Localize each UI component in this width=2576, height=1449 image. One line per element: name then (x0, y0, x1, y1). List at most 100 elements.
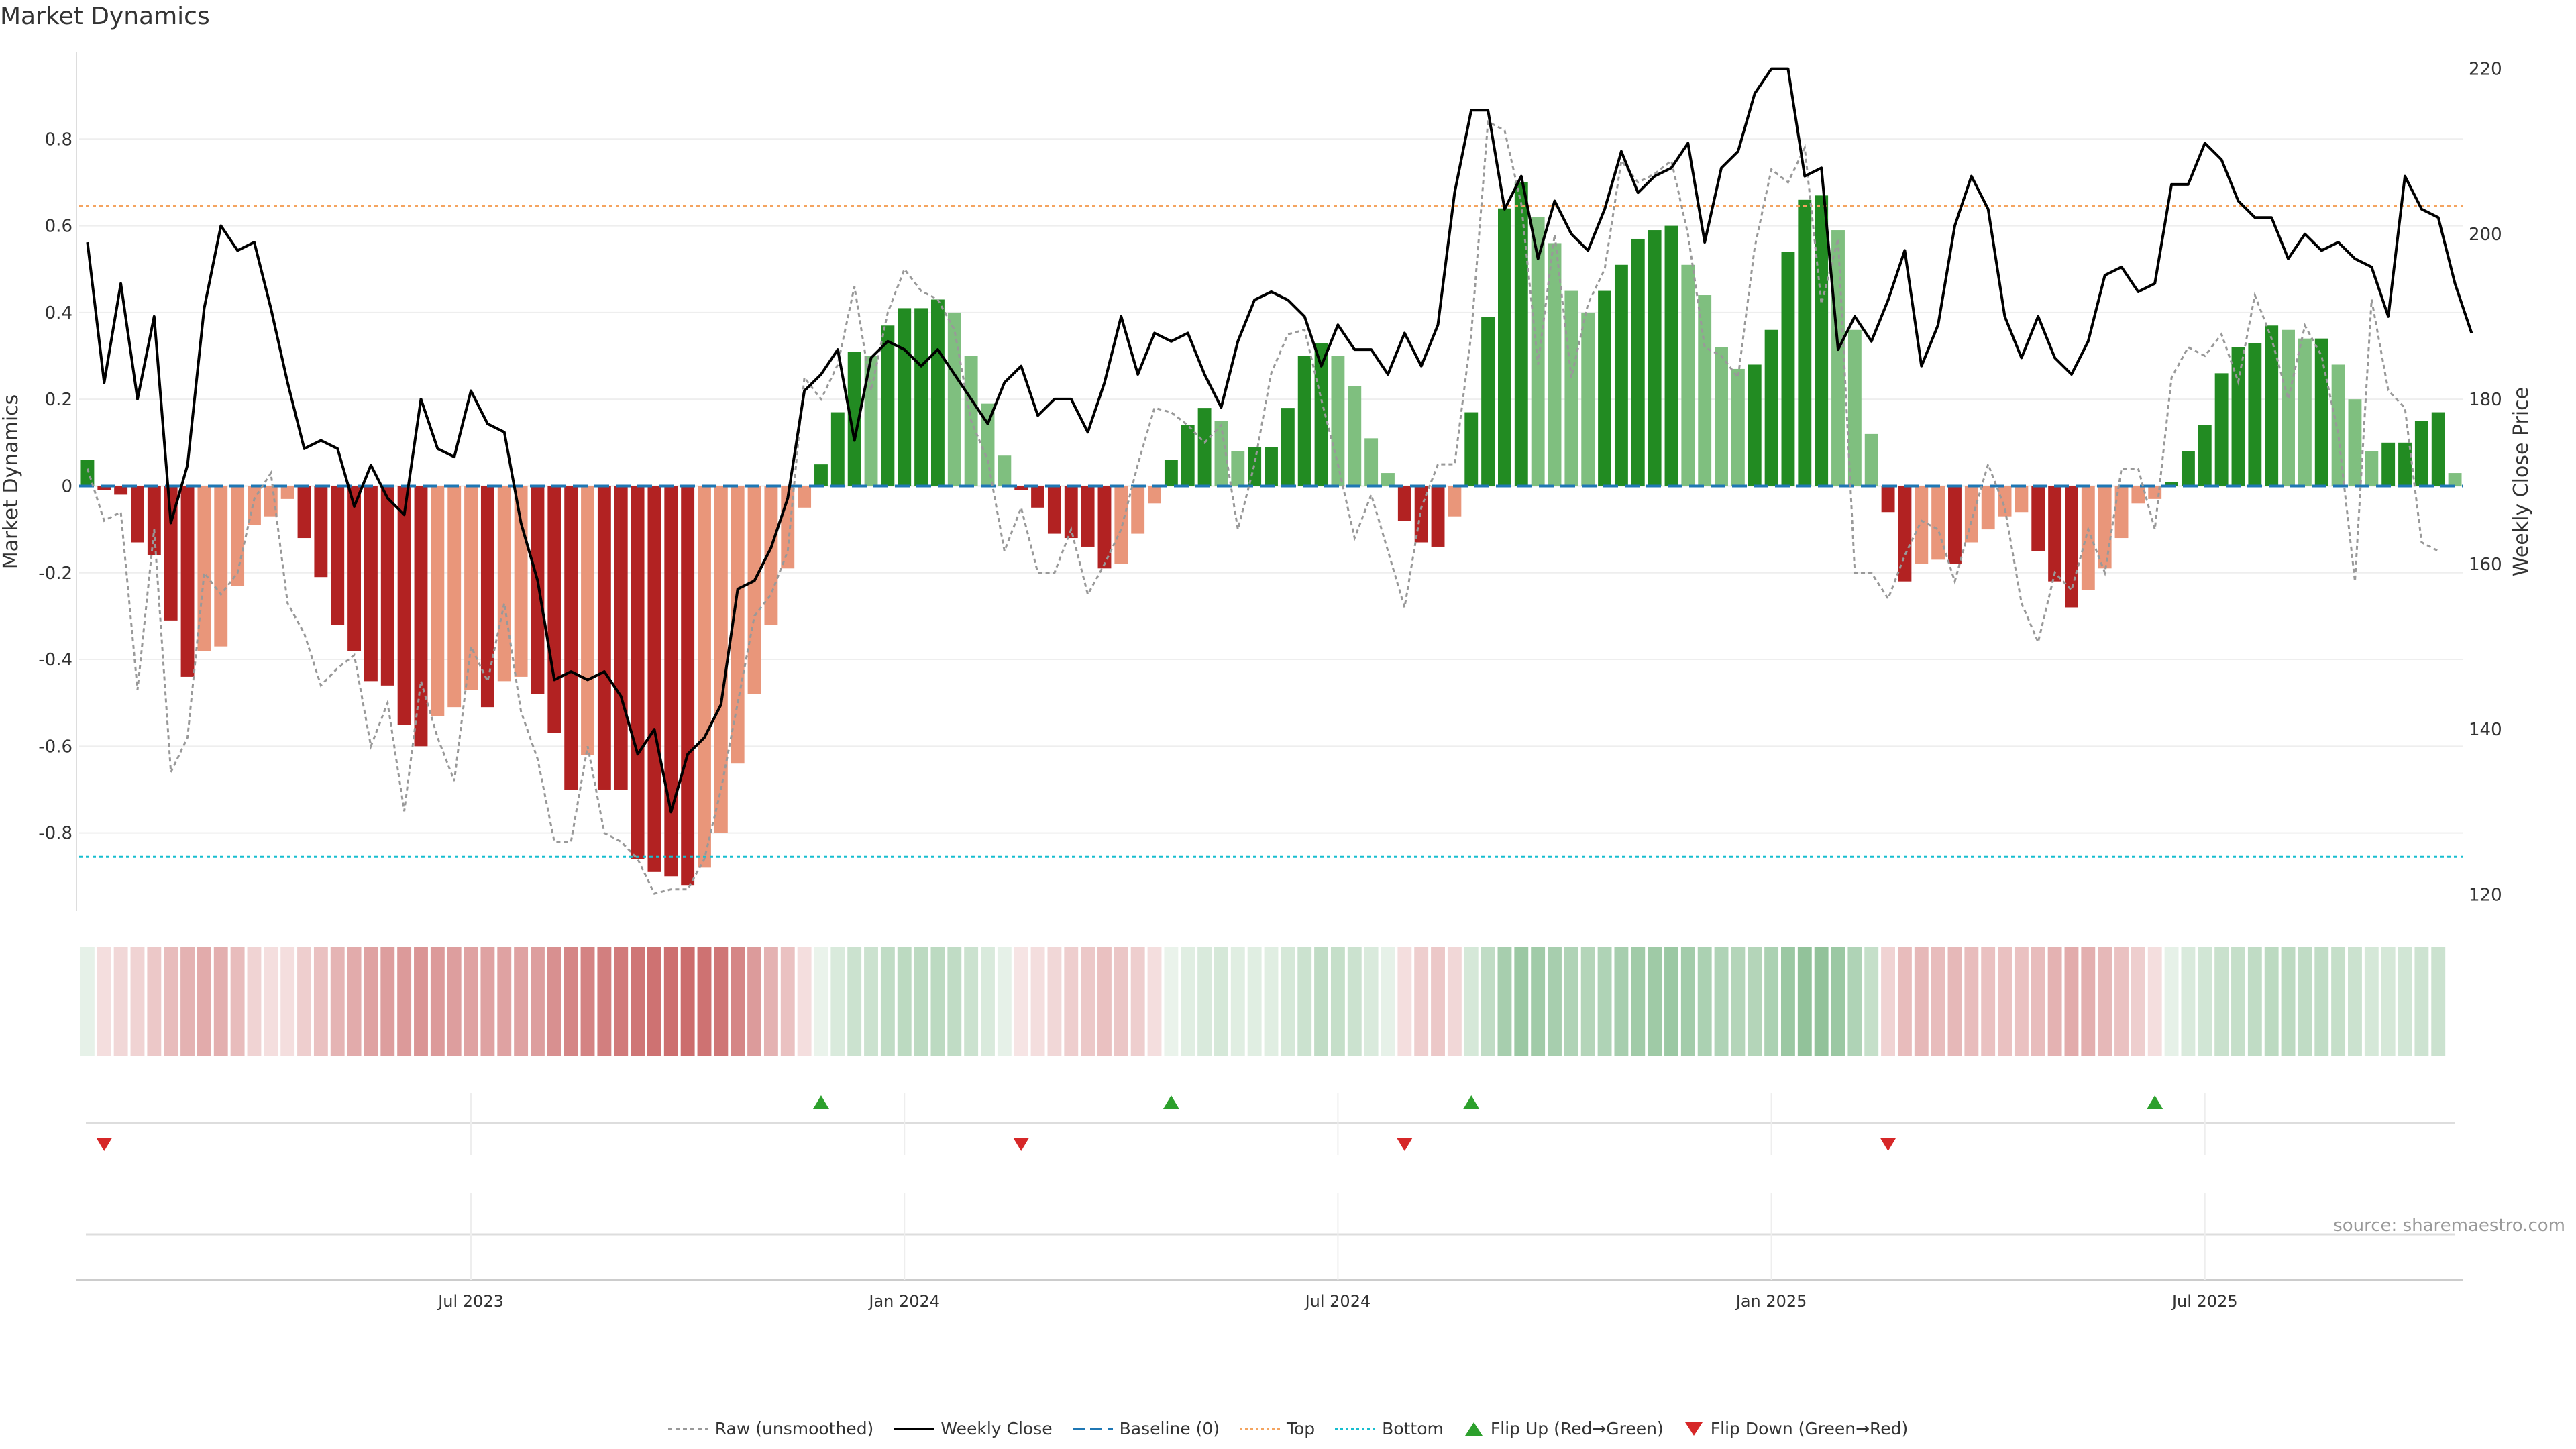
heat-strip-cell (1580, 947, 1595, 1056)
heat-strip-cell (347, 947, 362, 1056)
heat-strip-cell (2364, 947, 2379, 1056)
dynamics-bar (2214, 373, 2229, 486)
heat-strip-cell (1030, 947, 1045, 1056)
dynamics-bar (331, 486, 345, 625)
dynamics-bar (647, 486, 661, 872)
heat-strip-cell (1230, 947, 1245, 1056)
flip-up-marker (2147, 1095, 2163, 1109)
heat-strip-cell (1631, 947, 1646, 1056)
y-tick-label: -0.2 (38, 564, 72, 584)
heat-strip-cell (2014, 947, 2029, 1056)
heat-strip-cell (1764, 947, 1779, 1056)
heat-strip-cell (230, 947, 245, 1056)
heat-strip-cell (2064, 947, 2079, 1056)
dynamics-bar (2381, 442, 2396, 486)
heat-strip-cell (580, 947, 595, 1056)
dynamics-bar (1114, 486, 1128, 564)
heat-strip-cell (2414, 947, 2429, 1056)
y2-axis-title: Weekly Close Price (2510, 387, 2533, 576)
dynamics-bar (1864, 433, 1878, 486)
lines-layer (79, 67, 2473, 895)
heat-strip-cell (1914, 947, 1929, 1056)
heat-strip-cell (2164, 947, 2179, 1056)
heat-strip-cell (2298, 947, 2312, 1056)
heat-strip-cell (1297, 947, 1312, 1056)
heat-strip-cell (1197, 947, 1212, 1056)
dynamics-bar (1964, 486, 1978, 543)
dynamics-bar (231, 486, 245, 586)
dynamics-bar (164, 486, 178, 621)
dynamics-bar (547, 486, 561, 733)
dynamics-bar (1431, 486, 1445, 547)
dynamics-bar (2065, 486, 2078, 608)
flip-down-marker (96, 1138, 113, 1151)
heat-strip-cell (947, 947, 962, 1056)
heat-strip-cell (397, 947, 412, 1056)
heat-strip-cell (1464, 947, 1479, 1056)
legend-item-flip-up: Flip Up (Red→Green) (1464, 1419, 1664, 1438)
heat-strip-cell (80, 947, 95, 1056)
legend-label-raw: Raw (unsmoothed) (714, 1419, 874, 1438)
legend-item-baseline: Baseline (0) (1072, 1419, 1220, 1438)
dynamics-bar (1748, 364, 1762, 486)
heat-strip-cell (1864, 947, 1879, 1056)
heat-strip-cell (497, 947, 512, 1056)
heat-strip-cell (1114, 947, 1128, 1056)
heat-strip-cell (1247, 947, 1262, 1056)
heat-strip-cell (1047, 947, 1062, 1056)
heat-strip-cell (1481, 947, 1495, 1056)
heat-strip-cell (2181, 947, 2196, 1056)
heat-strip-cell (364, 947, 378, 1056)
dynamics-bar (1464, 412, 1479, 486)
dynamics-bar (764, 486, 778, 625)
dynamics-bar (1364, 438, 1379, 486)
dynamics-bar (1548, 243, 1562, 486)
heat-strip-cell (763, 947, 778, 1056)
heat-strip-cell (747, 947, 761, 1056)
dynamics-bar (214, 486, 228, 647)
axis-layer: 0.8 0.6 0.4 0.2 0 -0.2 -0.4 -0.6 -0.8 220 200 180 16… (0, 60, 2533, 1311)
heat-strip-cell (213, 947, 228, 1056)
dynamics-bar (347, 486, 362, 651)
heat-strip-cell (197, 947, 211, 1056)
dynamics-bar (1297, 356, 1311, 486)
heat-strip-cell (264, 947, 278, 1056)
flip-down-marker (1396, 1138, 1413, 1151)
heat-strip-cell (1347, 947, 1362, 1056)
dynamics-bar (1881, 486, 1895, 513)
dynamics-bar (114, 486, 128, 495)
dynamics-bar (2265, 325, 2279, 486)
dynamics-bar (1648, 230, 1662, 486)
y2-tick-label: 140 (2469, 720, 2502, 740)
bars-layer (80, 182, 2462, 885)
heat-strip-cell (1748, 947, 1762, 1056)
legend-flip-up-swatch (1464, 1421, 1483, 1436)
dynamics-bar (2348, 399, 2362, 486)
dynamics-bar (2181, 451, 2195, 486)
dynamics-bar (998, 455, 1012, 486)
dynamics-bar (197, 486, 211, 651)
heat-strip-cell (2031, 947, 2045, 1056)
heat-strip-cell (797, 947, 812, 1056)
flip-up-marker (1163, 1095, 1179, 1109)
dynamics-bar (947, 312, 961, 486)
legend-label-flip-down: Flip Down (Green→Red) (1710, 1419, 1909, 1438)
heat-strip-cell (897, 947, 912, 1056)
legend-label-top: Top (1286, 1419, 1316, 1438)
dynamics-bar (2231, 347, 2245, 486)
dynamics-bar (2198, 425, 2212, 486)
heat-strip-cell (1947, 947, 1962, 1056)
heat-strip-cell (247, 947, 262, 1056)
heat-strip-cell (1714, 947, 1729, 1056)
dynamics-bar (1214, 421, 1228, 486)
y-tick-label: 0.2 (45, 390, 72, 410)
heat-strip-cell (1014, 947, 1028, 1056)
flip-up-marker (812, 1095, 829, 1109)
dynamics-bar (864, 356, 878, 486)
y-tick-label: 0.8 (45, 129, 72, 150)
dynamics-bar (2048, 486, 2062, 582)
heat-strip-cell (964, 947, 979, 1056)
dynamics-bar (380, 486, 394, 686)
heat-strip-cell (663, 947, 678, 1056)
heat-strip-cell (97, 947, 111, 1056)
